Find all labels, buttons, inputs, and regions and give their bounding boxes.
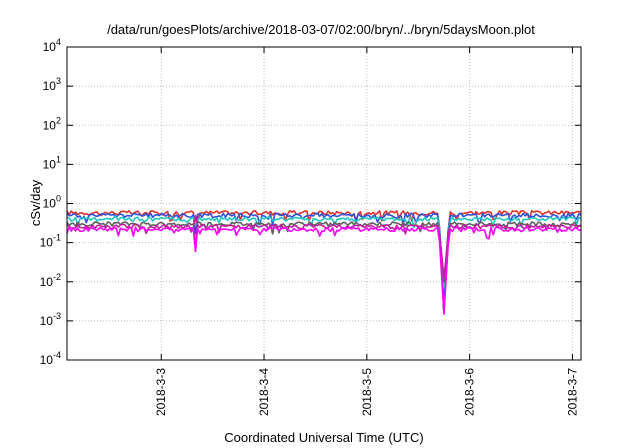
y-axis-label: cSv/day (28, 179, 43, 226)
plot-frame (66, 46, 582, 361)
y-tick-label: 101 (43, 154, 61, 171)
y-tick-label: 104 (43, 37, 61, 54)
series-line (66, 216, 582, 289)
y-tick-label: 10-3 (40, 311, 61, 328)
x-tick-label: 2018-3-5 (360, 368, 374, 416)
y-tick-label: 10-1 (40, 233, 61, 250)
x-tick-label: 2018-3-7 (565, 368, 579, 416)
series-lines (66, 210, 582, 315)
chart-title: /data/run/goesPlots/archive/2018-03-07/0… (107, 22, 535, 37)
y-tick-label: 100 (43, 194, 61, 211)
y-axis-ticks: 10-4 10-3 10-2 10-1 100 101 102 103 104 (40, 37, 581, 367)
x-tick-label: 2018-3-6 (463, 368, 477, 416)
series-line (66, 212, 582, 298)
x-tick-label: 2018-3-3 (154, 368, 168, 416)
x-axis-ticks: 2018-3-3 2018-3-4 2018-3-5 2018-3-6 2018-3-7 (154, 47, 579, 416)
series-line (66, 214, 582, 280)
x-axis-label: Coordinated Universal Time (UTC) (224, 430, 423, 445)
series-line (66, 226, 581, 315)
grid-lines (67, 47, 581, 360)
y-tick-label: 10-2 (40, 272, 61, 289)
y-tick-label: 10-4 (40, 350, 61, 367)
x-tick-label: 2018-3-4 (257, 368, 271, 416)
y-tick-label: 103 (43, 76, 61, 93)
y-tick-label: 102 (43, 115, 61, 132)
